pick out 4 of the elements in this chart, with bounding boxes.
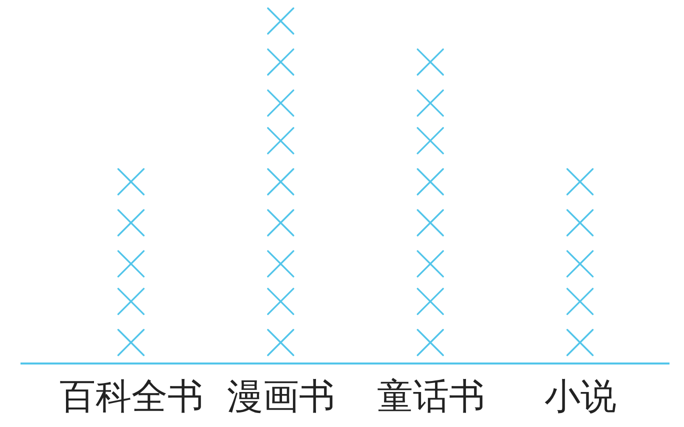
x-tick-label: 童话书 bbox=[376, 376, 485, 418]
x-tick-label: 漫画书 bbox=[227, 376, 336, 418]
x-tick-label: 百科全书 bbox=[59, 376, 204, 418]
x-tick-label: 小说 bbox=[544, 376, 617, 418]
